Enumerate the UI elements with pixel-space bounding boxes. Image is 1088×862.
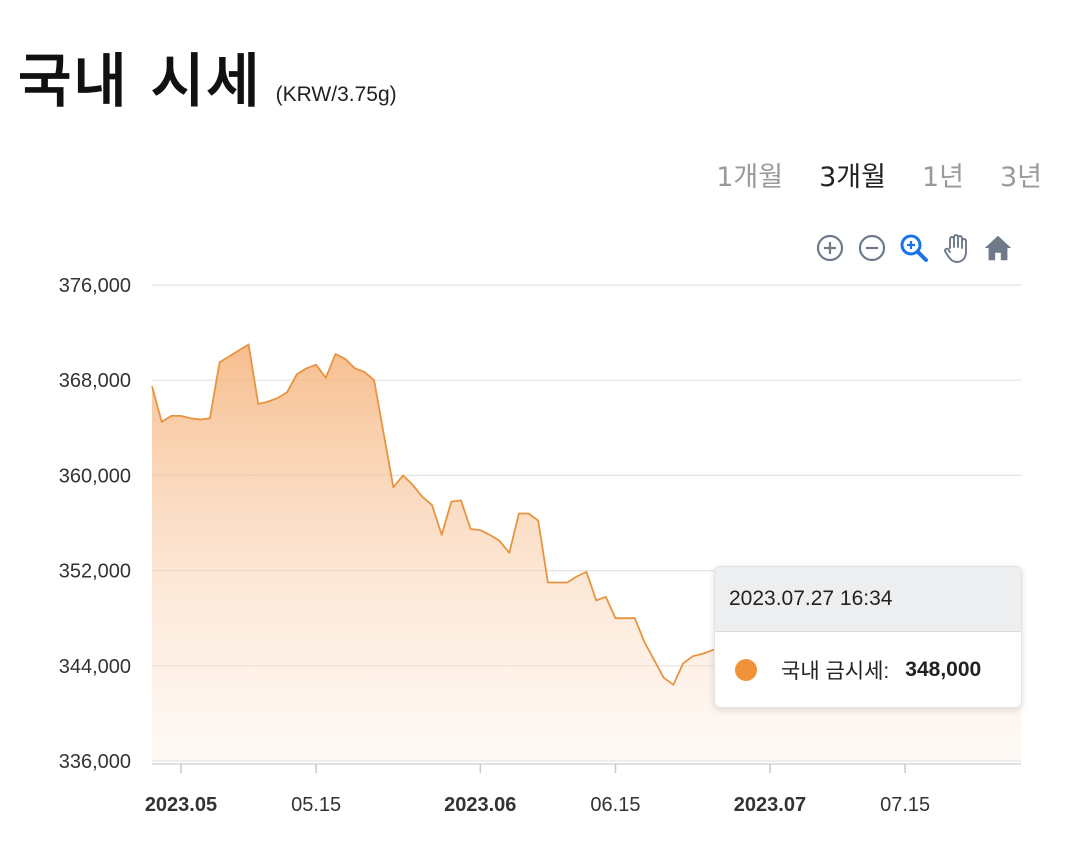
tooltip-value: 348,000 <box>905 657 982 681</box>
x-tick-label: 06.15 <box>590 794 640 816</box>
tooltip-series-name: 국내 금시세: <box>781 659 890 683</box>
zoom-out-icon[interactable] <box>856 232 888 264</box>
y-tick-label: 336,000 <box>59 751 131 773</box>
y-tick-label: 352,000 <box>59 561 131 583</box>
page-title: 국내 시세 <box>18 47 262 115</box>
x-tick-label: 05.15 <box>291 794 341 816</box>
x-tick-label: 2023.06 <box>444 794 516 816</box>
page-header: 국내 시세 (KRW/3.75g) <box>18 34 397 118</box>
x-tick-label: 2023.07 <box>734 794 806 816</box>
series-marker <box>735 658 757 681</box>
x-tick-label: 2023.05 <box>145 794 217 816</box>
y-tick-label: 360,000 <box>59 465 131 487</box>
y-tick-label: 368,000 <box>59 370 131 392</box>
tab-1-month[interactable]: 1개월 <box>716 162 784 193</box>
tab-1-year[interactable]: 1년 <box>921 162 964 193</box>
unit-label: (KRW/3.75g) <box>275 83 397 106</box>
y-tick-label: 376,000 <box>59 275 131 297</box>
chart-tooltip: 2023.07.27 16:34 국내 금시세: 348,000 <box>714 566 1022 708</box>
y-tick-label: 344,000 <box>59 656 131 678</box>
tooltip-row: 국내 금시세: 348,000 <box>715 632 1021 707</box>
range-tabs: 1개월 3개월 1년 3년 <box>716 155 1042 194</box>
tab-3-years[interactable]: 3년 <box>999 162 1042 193</box>
selection-zoom-icon[interactable] <box>898 232 930 264</box>
reset-home-icon[interactable] <box>982 232 1014 264</box>
tooltip-datetime: 2023.07.27 16:34 <box>715 567 1021 632</box>
pan-hand-icon[interactable] <box>940 232 972 264</box>
chart-toolbar <box>814 232 1014 264</box>
zoom-in-icon[interactable] <box>814 232 846 264</box>
x-tick-label: 07.15 <box>880 794 930 816</box>
tab-3-months[interactable]: 3개월 <box>819 162 886 193</box>
